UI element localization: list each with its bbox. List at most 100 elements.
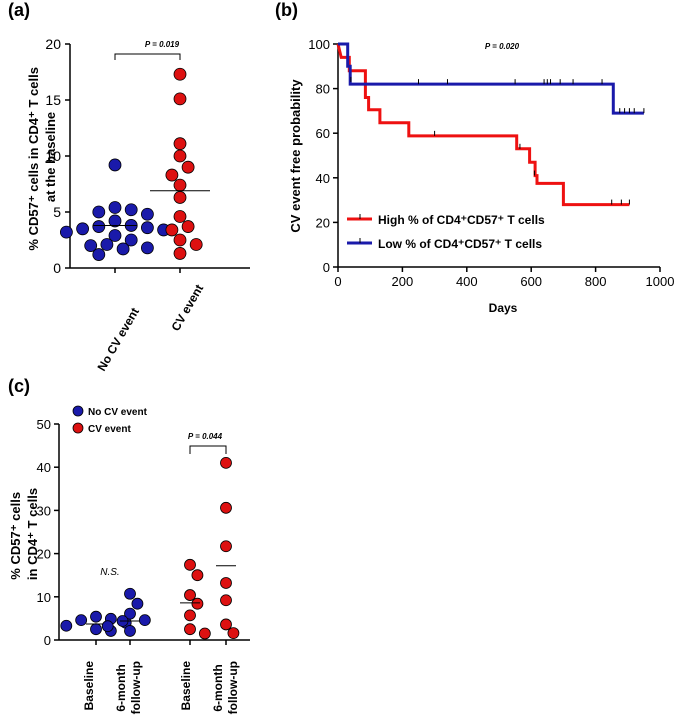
panel-a-data-point [173,233,187,247]
panel-c-y-tick-label: 0 [44,633,51,648]
panel-b-y-tick-label: 20 [316,215,330,230]
panel-b-x-tick-label: 200 [392,274,414,289]
panel-a-data-point [181,160,195,174]
panel-a-y-tick-label: 5 [53,204,61,220]
panel-c-category-followup-1-line2: follow-up [129,661,143,714]
panel-c-data-point [220,540,232,553]
panel-c-ylabel-line2: in CD4⁺ T cells [25,488,40,580]
panel-a-data-point [173,191,187,204]
panel-a-ylabel: % CD57⁺ cells in CD4⁺ T cells at the bas… [26,63,58,250]
panel-c-category-followup-1-line1: 6-month [114,664,128,711]
panel-a-data-point [181,220,195,233]
panel-a-data-point [108,158,122,172]
panel-a-y-tick-label: 10 [45,148,61,164]
panel-c-data-point [227,627,240,639]
panel-a-data-point [124,233,138,247]
panel-b-y-tick-label: 60 [316,126,330,141]
legend-no-cv-marker [72,405,84,417]
panel-c-data-point [131,597,144,610]
panel-a-data-point [92,205,106,219]
legend-no-cv-label: No CV event [88,407,148,418]
panel-b-xlabel: Days [489,301,518,315]
panel-c-data-point [184,609,196,622]
panel-a-marks [60,67,210,261]
panel-b-x-tick-label: 400 [456,274,478,289]
panel-c-data-point [101,620,114,633]
panel-a-data-point [173,178,187,192]
panel-a-data-point [173,92,187,106]
panel-c-axes: 0 10 20 30 40 50 [37,417,250,648]
panel-a-y-tick-label: 0 [53,260,61,276]
panel-c-data-point [124,607,136,620]
panel-a-data-point [108,229,122,242]
panel-c-category-followup-2: 6-month follow-up [211,661,240,714]
panel-b-x-tick-label: 1000 [646,274,675,289]
panel-b-ylabel: CV event free probability [288,79,303,233]
panel-c-y-tick-label: 30 [37,503,51,518]
panel-a-data-point [76,222,89,236]
panel-a-data-point [140,207,154,221]
panel-a-data-point [165,223,179,237]
panel-a: (a) % CD57⁺ cells in CD4⁺ T cells at the… [8,0,250,374]
panel-c-data-point [75,614,88,627]
panel-a-y-tick-label: 20 [45,36,61,52]
legend-high-label: High % of CD4⁺CD57⁺ T cells [378,213,545,227]
panel-c-data-point [124,587,136,600]
panel-a-data-point [124,203,138,217]
panel-c-data-point [90,610,102,623]
panel-b-high-curve [336,43,630,207]
panel-c-ns: N.S. [100,567,119,578]
panel-b-y-tick-label: 40 [316,171,330,186]
panel-c-marks [60,456,240,640]
panel-c-data-point [184,623,196,636]
panel-c-pvalue: P = 0.044 [188,432,223,441]
panel-a-ylabel-line1: % CD57⁺ cells in CD4⁺ T cells [26,67,41,251]
panel-c: (c) % CD57⁺ cells in CD4⁺ T cells 0 10 20 3… [8,376,250,714]
panel-a-label: (a) [8,0,30,20]
panel-b-y-tick-label: 0 [323,260,330,275]
panel-a-data-point [60,225,73,239]
legend-cv-marker [72,422,84,434]
panel-a-data-point [100,238,114,251]
legend-cv-label: CV event [88,424,131,435]
panel-c-category-followup-2-line2: follow-up [226,661,240,714]
panel-a-category-no-cv-event: No CV event [94,305,141,373]
panel-c-data-point [191,569,204,582]
panel-a-y-tick-label: 15 [45,92,61,108]
panel-a-data-point [92,248,106,261]
panel-a-data-point [165,168,179,182]
panel-c-label: (c) [8,376,30,396]
panel-a-data-point [173,247,187,260]
panel-c-ylabel: % CD57⁺ cells in CD4⁺ T cells [8,488,40,580]
panel-a-data-point [140,221,154,235]
panel-a-ylabel-line2: at the baseline [43,112,58,202]
panel-b-low-curve [338,42,644,115]
panel-c-data-point [198,627,211,640]
panel-c-data-point [90,623,102,636]
panel-a-data-point [173,67,187,81]
panel-a-data-point [108,214,122,228]
panel-b-label: (b) [275,0,298,20]
panel-c-data-point [184,558,196,571]
panel-a-data-point [173,210,187,223]
panel-c-data-point [138,614,151,627]
panel-a-data-point [140,241,154,255]
panel-c-data-point [220,456,232,469]
panel-a-data-point [173,137,187,151]
panel-a-data-point [173,149,187,163]
panel-a-data-point [189,238,203,251]
panel-b-y-tick-label: 80 [316,82,330,97]
panel-a-pvalue: P = 0.019 [145,40,180,49]
panel-a-axes: 0 5 10 15 20 [45,36,250,276]
panel-c-ylabel-line1: % CD57⁺ cells [8,492,23,580]
panel-b-pvalue: P = 0.020 [485,42,520,51]
legend-low-label: Low % of CD4⁺CD57⁺ T cells [378,237,542,251]
panel-c-y-tick-label: 10 [37,590,51,605]
panel-c-data-point [220,594,232,607]
panel-c-data-point [220,501,232,514]
panel-b-y-tick-label: 100 [308,37,330,52]
panel-b: (b) CV event free probability Days 0 20 40… [275,0,674,315]
panel-c-data-point [124,625,136,637]
